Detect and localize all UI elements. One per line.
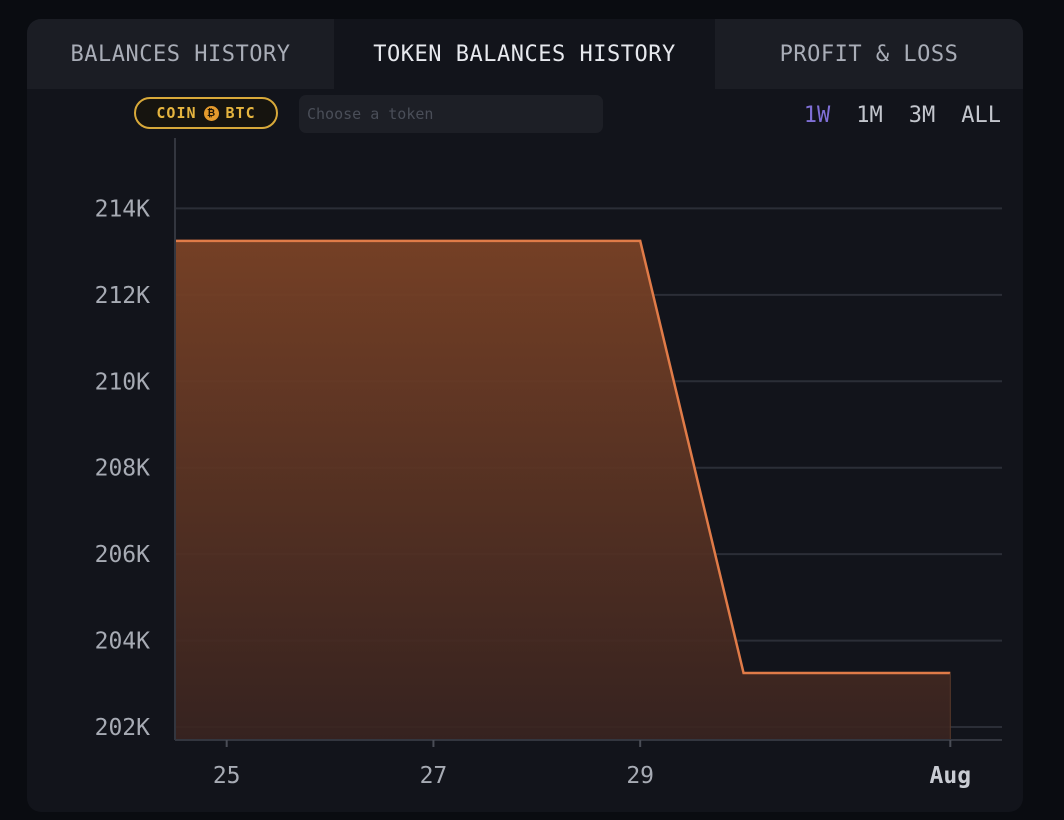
coin-filter-badge[interactable]: COIN ₿ BTC [134,97,278,129]
history-tabs: BALANCES HISTORY TOKEN BALANCES HISTORY … [27,19,1023,89]
x-tick-label: 25 [213,763,241,789]
y-tick-label: 212K [95,283,151,309]
balance-series-line [175,239,951,675]
bitcoin-icon: ₿ [203,105,219,121]
balance-area-fill [175,240,951,740]
tab-balances-history[interactable]: BALANCES HISTORY [27,19,334,89]
y-tick-label: 214K [95,196,151,222]
tab-token-balances-history[interactable]: TOKEN BALANCES HISTORY [334,19,715,89]
y-tick-label: 216K [95,110,151,136]
coin-badge-label: COIN [156,104,197,122]
range-1w-button[interactable]: 1W [803,103,831,128]
range-3m-button[interactable]: 3M [908,103,936,128]
coin-badge-symbol: BTC [225,104,256,122]
token-balance-chart: 202K 204K 206K 208K 210K 212K 214K 216K 25 27 29 A… [95,110,1002,789]
time-range-selector: 1W 1M 3M ALL [804,103,1001,128]
range-all-button[interactable]: ALL [961,103,1001,128]
y-tick-label: 206K [95,542,151,568]
x-tick-label: 27 [420,763,448,789]
x-tick-label: 29 [626,763,654,789]
token-search-input[interactable] [299,95,603,133]
y-tick-label: 204K [95,629,151,655]
y-tick-label: 208K [95,456,151,482]
y-tick-label: 202K [95,715,151,741]
y-tick-label: 210K [95,369,151,395]
range-1m-button[interactable]: 1M [856,103,883,128]
x-tick-label: Aug [930,763,972,789]
token-balances-panel: BALANCES HISTORY TOKEN BALANCES HISTORY … [27,19,1023,812]
tab-profit-and-loss[interactable]: PROFIT & LOSS [715,19,1023,89]
